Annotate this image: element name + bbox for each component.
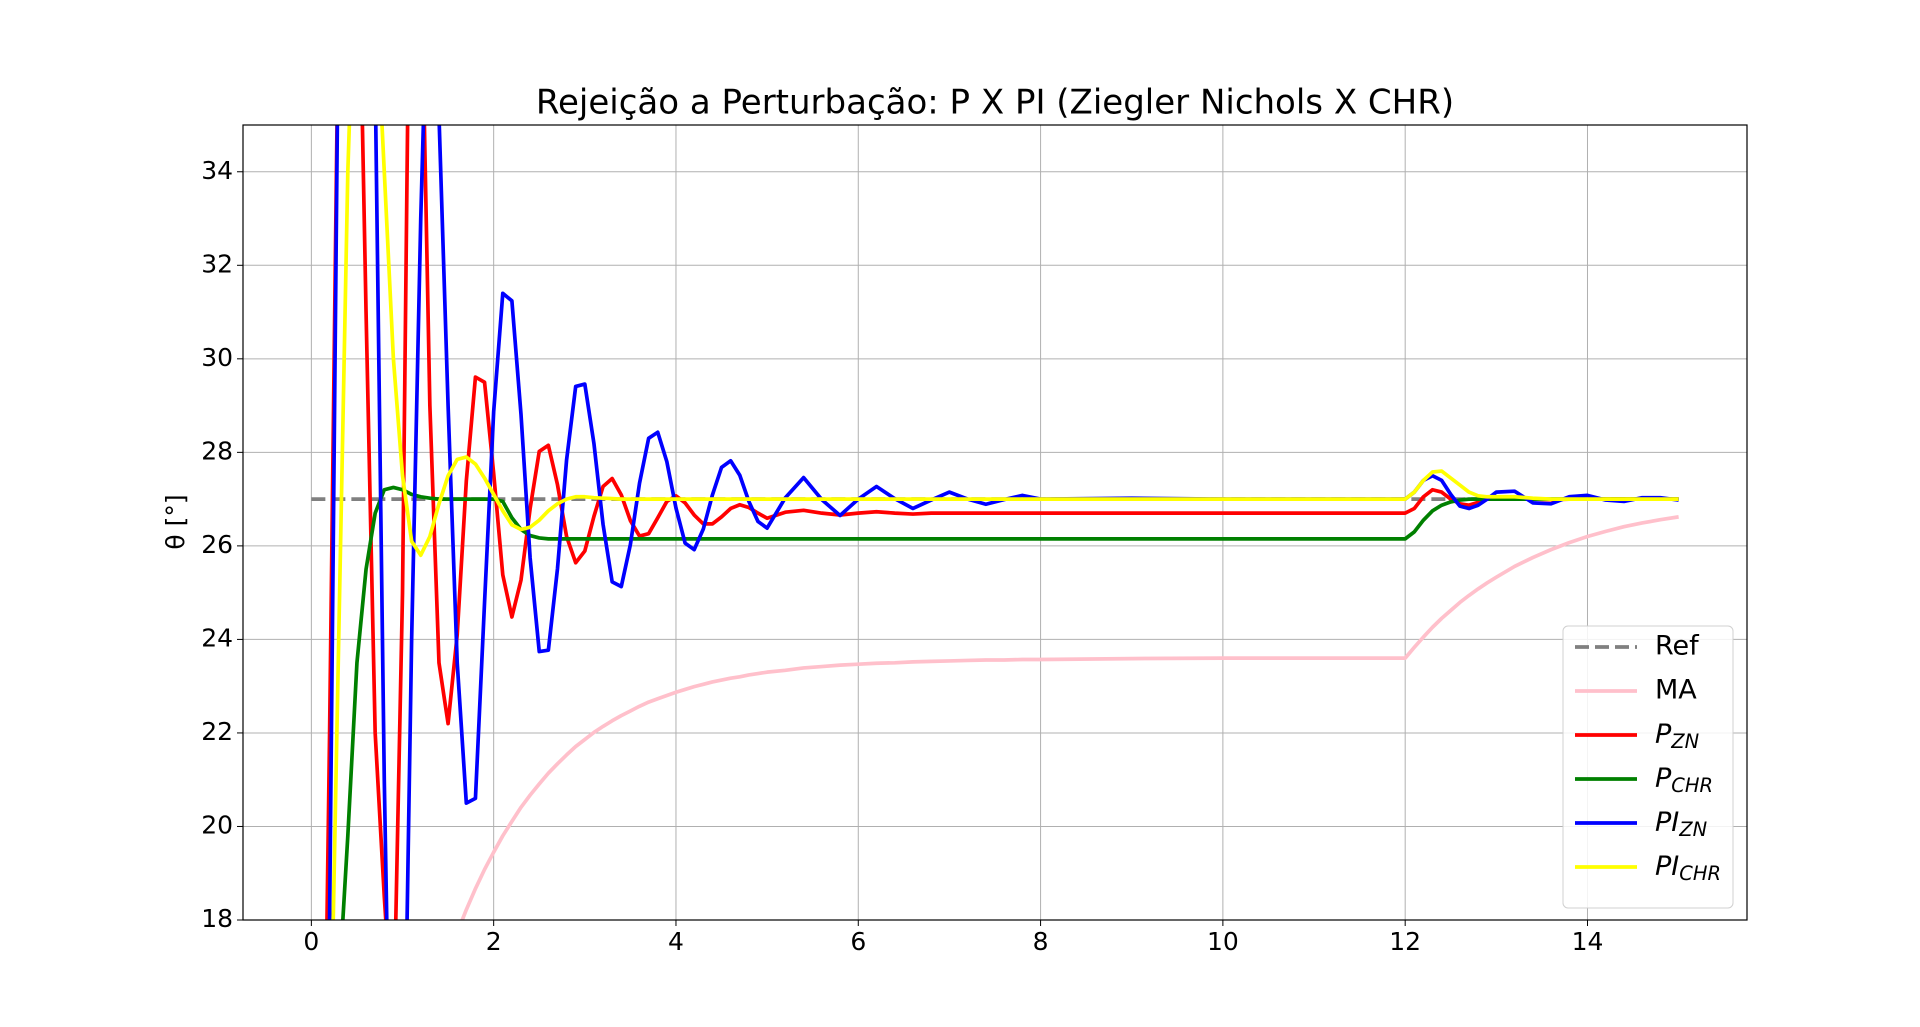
x-tick-label: 10 — [1207, 927, 1239, 956]
x-tick-label: 0 — [303, 927, 319, 956]
plot-frame — [242, 124, 1748, 921]
y-tick-label: 20 — [201, 810, 233, 839]
y-tick-label: 22 — [201, 717, 233, 746]
legend-box — [1562, 625, 1734, 909]
x-tick-label: 14 — [1572, 927, 1604, 956]
legend-label: Ref — [1655, 631, 1700, 662]
series-line — [331, 125, 1679, 920]
legend-label: PCHR — [1655, 763, 1713, 797]
legend-label: PZN — [1655, 719, 1700, 753]
y-tick-label: 18 — [201, 904, 233, 933]
legend: Ref MA PZN PCHR PIZN PICHR — [1562, 625, 1734, 909]
x-tick-label: 2 — [486, 927, 502, 956]
y-tick-label: 34 — [201, 156, 233, 185]
x-tick-label: 6 — [850, 927, 866, 956]
plot-lines — [311, 125, 1679, 920]
x-tick-label: 8 — [1033, 927, 1049, 956]
series-line — [327, 125, 1679, 920]
x-tick-label: 12 — [1389, 927, 1421, 956]
y-tick-label: 32 — [201, 249, 233, 278]
y-tick-label: 28 — [201, 436, 233, 465]
legend-label: PICHR — [1655, 851, 1721, 885]
series-line — [340, 485, 1679, 920]
legend-label: PIZN — [1655, 807, 1708, 841]
chart-title: Rejeição a Perturbação: P X PI (Ziegler … — [536, 83, 1454, 123]
y-tick-label: 30 — [201, 343, 233, 372]
legend-label: MA — [1655, 675, 1697, 706]
y-axis-label: θ [°] — [161, 494, 190, 549]
y-tick-label: 26 — [201, 530, 233, 559]
x-tick-label: 4 — [668, 927, 684, 956]
y-tick-label: 24 — [201, 623, 233, 652]
series-line — [460, 515, 1679, 920]
